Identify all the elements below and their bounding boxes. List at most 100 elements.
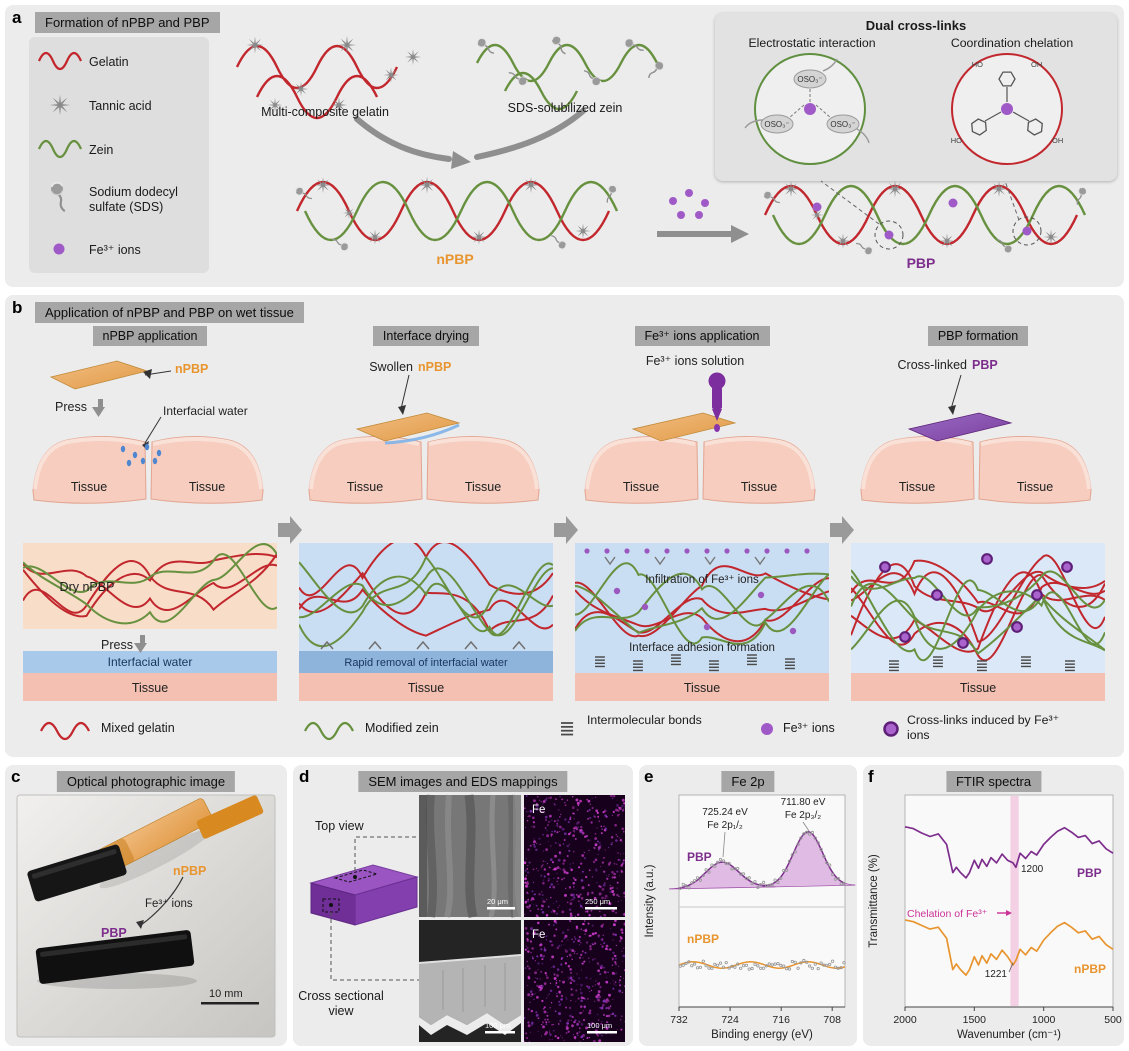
dry-npbp-network (23, 543, 277, 625)
fe-ion-icon (1022, 226, 1032, 236)
merge-arrow (354, 108, 586, 169)
npbp-strip-photo-small (196, 795, 264, 839)
panel-c-photo: nPBP Fe³⁺ ions PBP 10 mm (16, 794, 276, 1038)
pbp-strip-photo (27, 844, 127, 902)
intermolecular-bonds-icon (560, 722, 574, 736)
tissue-layer (23, 673, 277, 701)
panel-a: a Formation of nPBP and PBP (5, 5, 1124, 287)
gelatin-wave-icon (37, 51, 83, 71)
scale-bar-label: 100 μm (485, 1021, 510, 1030)
legend-label-sds: Sodium dodecyl sulfate (SDS) (89, 185, 178, 214)
interfacial-water-layer (23, 651, 277, 673)
legend-label-fe-ions: Fe³⁺ ions (783, 721, 835, 735)
npbp-peak-wavenumber: 1221 (985, 969, 1008, 980)
multi-composite-gelatin-label: Multi-composite gelatin (261, 105, 389, 119)
tissue-label: Tissue (960, 681, 996, 695)
peak1-energy-label: 725.24 eV (702, 807, 748, 818)
fe-solution-label: Fe³⁺ ions solution (646, 354, 744, 368)
tissue-label: Tissue (1017, 480, 1053, 494)
press-arrow-icon (92, 407, 105, 417)
panel-b-title: Application of nPBP and PBP on wet tissu… (35, 302, 304, 323)
plot-area (678, 794, 846, 1008)
tissue-layer (575, 673, 829, 701)
sample-slab-schematic (309, 836, 419, 981)
sem-image-cross-section: 100 μm (418, 920, 522, 1042)
chelation-arrow-icon (1006, 910, 1012, 916)
highlight-band (1010, 796, 1019, 1006)
interfacial-water-label: Interfacial water (108, 655, 193, 669)
swollen-network (299, 543, 553, 648)
pbp-label: PBP (906, 255, 936, 271)
scale-bar-label: 100 μm (587, 1021, 612, 1030)
pbp-patch (907, 412, 1013, 442)
x-tick-label: 1000 (1032, 1014, 1056, 1026)
legend-label-bonds: Intermolecular bonds (587, 713, 702, 727)
panel-e-title: Fe 2p (721, 771, 775, 792)
panel-a-legend-box (29, 37, 209, 273)
panel-c-title: Optical photographic image (56, 771, 236, 792)
pbp-series-label: PBP (1077, 866, 1102, 880)
tissue-label: Tissue (71, 480, 107, 494)
fe-ions-in-network (613, 587, 797, 635)
fe-ion-icon (812, 202, 822, 212)
y-axis-label: Transmittance (%) (868, 854, 880, 948)
oh-label: OH (1052, 136, 1063, 145)
crosslinked-label: Cross-linked (898, 358, 968, 372)
panel-f-title: FTIR spectra (945, 771, 1042, 792)
sds-icon (49, 181, 66, 213)
step-title-pbp-formation: PBP formation (851, 326, 1105, 346)
x-tick-label: 500 (1104, 1014, 1122, 1026)
pbp-series-label: PBP (687, 850, 712, 864)
eds-map-cross-section: Fe 100 μm (524, 920, 625, 1042)
coordination-chelation-label: Coordination chelation (950, 36, 1074, 50)
dual-crosslinks-title: Dual cross-links (865, 18, 967, 33)
fe-ion-icon (1001, 103, 1013, 115)
panel-f-letter: f (868, 767, 874, 786)
step2-illustration (307, 374, 541, 506)
electrostatic-interaction-label: Electrostatic interaction (748, 36, 876, 50)
x-axis-label: Binding energy (eV) (711, 1029, 813, 1041)
adhesion-label: Interface adhesion formation (629, 642, 775, 654)
fe-ion-row (584, 548, 810, 554)
panel-f: f FTIR spectra PBP nPBP 1200 1221 Chelat… (863, 765, 1124, 1046)
ftir-curves (904, 825, 1114, 976)
infiltration-arrows (604, 556, 766, 566)
next-step-arrow-icon (830, 516, 854, 544)
swollen-npbp-patch (355, 412, 461, 442)
modified-zein-wave-icon (304, 721, 354, 741)
ftir-chart: PBP nPBP 1200 1221 Chelation of Fe³⁺ 200… (868, 794, 1122, 1041)
cross-sectional-view-label: Cross sectional view (298, 989, 384, 1018)
panel-c-letter: c (11, 767, 21, 786)
press-label: Press (101, 638, 133, 652)
fe-ion-icon (884, 230, 894, 240)
step3-illustration (583, 372, 817, 506)
scale-bar-label: 10 mm (209, 988, 243, 1000)
npbp-series-label: nPBP (687, 932, 719, 946)
next-step-arrow-icon (554, 516, 578, 544)
dual-crosslinks-inset-box (715, 13, 1117, 181)
legend-label-mixed-gelatin: Mixed gelatin (101, 721, 175, 735)
press-arrow-icon (134, 643, 147, 653)
tissue-label: Tissue (347, 480, 383, 494)
oso3-label: OSO₃⁻ (764, 120, 789, 129)
panel-e: e Fe 2p PBP nPBP 725.24 eV Fe 2p₁/₂ 711.… (639, 765, 857, 1046)
mixed-gelatin-wave-icon (40, 721, 90, 741)
tissue-label: Tissue (741, 480, 777, 494)
legend-label-gelatin: Gelatin (89, 55, 129, 69)
tissue-layer (851, 673, 1105, 701)
dry-npbp-label: Dry nPBP (60, 580, 115, 594)
tissue-label: Tissue (684, 681, 720, 695)
water-removal-strip (299, 651, 553, 673)
panel-a-letter: a (12, 8, 22, 27)
npbp-label: nPBP (436, 251, 474, 267)
fe-ion-icon (948, 198, 958, 208)
coordination-chelation-diagram: HO OH HO OH (951, 53, 1063, 165)
peak2-name-label: Fe 2p₃/₂ (785, 810, 821, 821)
xps-chart: PBP nPBP 725.24 eV Fe 2p₁/₂ 711.80 eV Fe… (644, 794, 856, 1041)
pbp-strip-photo-long (35, 930, 195, 984)
eds-element-label: Fe (532, 929, 545, 941)
tissue-label: Tissue (189, 480, 225, 494)
step-title-interface-drying: Interface drying (299, 326, 553, 346)
eds-map-top-view: Fe 250 μm (524, 795, 625, 917)
